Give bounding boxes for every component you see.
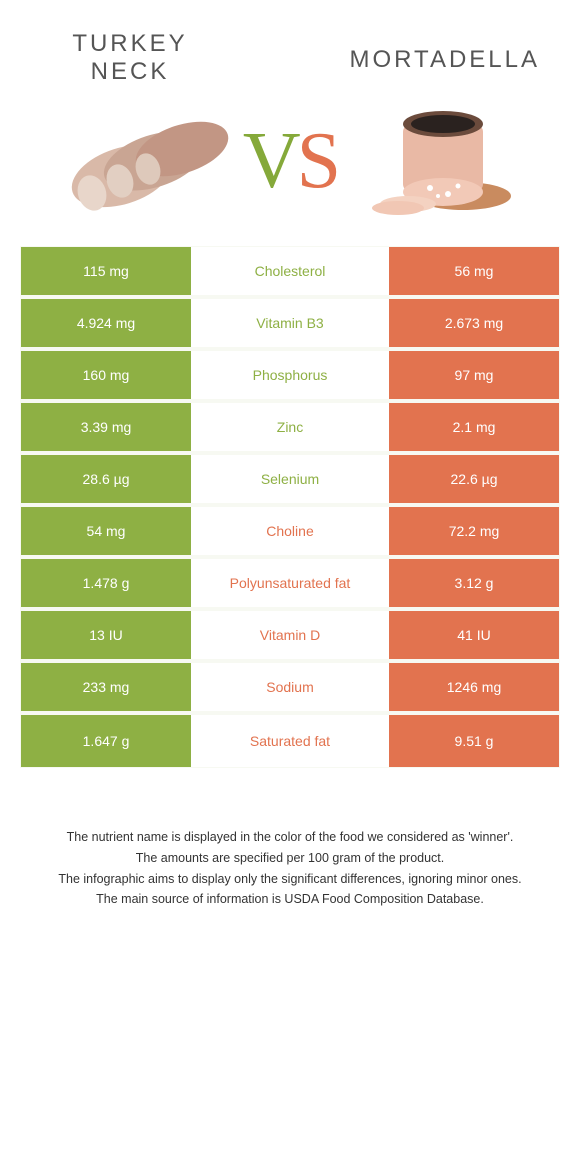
right-value: 97 mg — [389, 351, 559, 399]
nutrient-name: Selenium — [191, 455, 389, 503]
hero-row: VS — [0, 96, 580, 246]
nutrient-name: Zinc — [191, 403, 389, 451]
right-value: 9.51 g — [389, 715, 559, 767]
left-value: 28.6 µg — [21, 455, 191, 503]
left-value: 1.647 g — [21, 715, 191, 767]
left-value: 1.478 g — [21, 559, 191, 607]
table-row: 54 mgCholine72.2 mg — [21, 507, 559, 559]
nutrient-name: Cholesterol — [191, 247, 389, 295]
left-value: 233 mg — [21, 663, 191, 711]
right-value: 1246 mg — [389, 663, 559, 711]
mortadella-icon — [348, 96, 518, 226]
table-row: 233 mgSodium1246 mg — [21, 663, 559, 715]
right-food-title: Mortadella — [320, 30, 540, 74]
right-value: 72.2 mg — [389, 507, 559, 555]
nutrient-name: Polyunsaturated fat — [191, 559, 389, 607]
header: Turkey neck Mortadella — [0, 0, 580, 96]
nutrient-name: Sodium — [191, 663, 389, 711]
table-row: 4.924 mgVitamin B32.673 mg — [21, 299, 559, 351]
footnote-line: The amounts are specified per 100 gram o… — [30, 849, 550, 868]
nutrient-name: Vitamin B3 — [191, 299, 389, 347]
left-value: 54 mg — [21, 507, 191, 555]
turkey-neck-icon — [62, 101, 232, 221]
right-value: 2.1 mg — [389, 403, 559, 451]
footnote-line: The main source of information is USDA F… — [30, 890, 550, 909]
table-row: 1.647 gSaturated fat9.51 g — [21, 715, 559, 767]
vs-label: VS — [243, 116, 337, 207]
right-value: 41 IU — [389, 611, 559, 659]
nutrient-name: Phosphorus — [191, 351, 389, 399]
right-value: 22.6 µg — [389, 455, 559, 503]
left-value: 13 IU — [21, 611, 191, 659]
nutrient-table: 115 mgCholesterol56 mg4.924 mgVitamin B3… — [20, 246, 560, 768]
table-row: 28.6 µgSelenium22.6 µg — [21, 455, 559, 507]
left-food-title: Turkey neck — [40, 30, 220, 86]
left-value: 3.39 mg — [21, 403, 191, 451]
footnotes: The nutrient name is displayed in the co… — [0, 768, 580, 951]
vs-s: S — [297, 117, 338, 205]
right-food-image — [343, 96, 523, 226]
left-food-image — [57, 96, 237, 226]
left-value: 160 mg — [21, 351, 191, 399]
nutrient-name: Saturated fat — [191, 715, 389, 767]
nutrient-name: Vitamin D — [191, 611, 389, 659]
footnote-line: The infographic aims to display only the… — [30, 870, 550, 889]
table-row: 160 mgPhosphorus97 mg — [21, 351, 559, 403]
left-value: 4.924 mg — [21, 299, 191, 347]
right-value: 56 mg — [389, 247, 559, 295]
nutrient-name: Choline — [191, 507, 389, 555]
footnote-line: The nutrient name is displayed in the co… — [30, 828, 550, 847]
table-row: 13 IUVitamin D41 IU — [21, 611, 559, 663]
right-value: 3.12 g — [389, 559, 559, 607]
left-value: 115 mg — [21, 247, 191, 295]
table-row: 3.39 mgZinc2.1 mg — [21, 403, 559, 455]
table-row: 1.478 gPolyunsaturated fat3.12 g — [21, 559, 559, 611]
right-value: 2.673 mg — [389, 299, 559, 347]
table-row: 115 mgCholesterol56 mg — [21, 247, 559, 299]
vs-v: V — [243, 117, 297, 205]
